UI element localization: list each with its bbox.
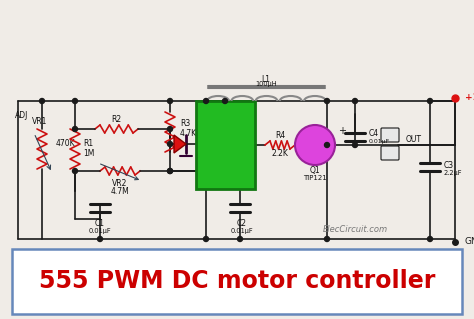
Text: 2.2K: 2.2K <box>272 149 289 158</box>
Text: Q1: Q1 <box>310 167 320 175</box>
Text: 6: 6 <box>202 167 207 175</box>
Text: 4: 4 <box>202 109 207 118</box>
Circle shape <box>167 127 173 131</box>
Text: VR2: VR2 <box>112 179 128 188</box>
Text: 4.7K: 4.7K <box>180 130 197 138</box>
Circle shape <box>325 143 329 147</box>
Circle shape <box>428 99 432 103</box>
FancyBboxPatch shape <box>12 249 462 314</box>
Text: 1: 1 <box>202 172 207 181</box>
Text: OUT: OUT <box>406 136 422 145</box>
Text: D1: D1 <box>197 139 208 149</box>
Text: 0.01μF: 0.01μF <box>231 228 253 234</box>
FancyBboxPatch shape <box>196 101 255 189</box>
Text: 5: 5 <box>246 172 251 181</box>
Text: 0.01μF: 0.01μF <box>89 228 111 234</box>
Text: ElecCircuit.com: ElecCircuit.com <box>322 225 388 234</box>
Text: 1M: 1M <box>83 149 94 158</box>
Text: 470K: 470K <box>56 138 76 147</box>
Text: C4: C4 <box>369 129 379 137</box>
Text: 8: 8 <box>246 109 251 118</box>
Text: 100μH: 100μH <box>255 81 277 87</box>
Text: VR1: VR1 <box>32 116 48 125</box>
Circle shape <box>39 99 45 103</box>
Text: +12V: +12V <box>465 93 474 102</box>
Text: R3: R3 <box>180 120 190 129</box>
Circle shape <box>237 236 243 241</box>
Text: +: + <box>338 126 346 136</box>
Text: IC1: IC1 <box>212 126 237 140</box>
Circle shape <box>353 99 357 103</box>
Text: ADJ: ADJ <box>15 112 28 121</box>
Text: R2: R2 <box>111 115 121 123</box>
Text: L1: L1 <box>262 75 271 84</box>
Text: R1: R1 <box>83 138 93 147</box>
Polygon shape <box>174 135 186 153</box>
FancyBboxPatch shape <box>381 128 399 142</box>
Text: 555: 555 <box>210 143 240 157</box>
Circle shape <box>325 236 329 241</box>
Circle shape <box>167 142 173 146</box>
Circle shape <box>428 236 432 241</box>
Circle shape <box>222 99 228 103</box>
Text: 0.01μF: 0.01μF <box>369 138 390 144</box>
Text: R4: R4 <box>275 130 285 139</box>
Text: 3: 3 <box>246 140 251 150</box>
Text: 555 PWM DC motor controller: 555 PWM DC motor controller <box>39 270 435 293</box>
Text: C1: C1 <box>95 219 105 228</box>
Circle shape <box>203 99 209 103</box>
Circle shape <box>167 99 173 103</box>
Text: C3: C3 <box>444 160 454 169</box>
Circle shape <box>98 236 102 241</box>
Circle shape <box>203 236 209 241</box>
Circle shape <box>167 168 173 174</box>
Circle shape <box>167 168 173 174</box>
Text: C2: C2 <box>237 219 247 228</box>
Text: 7: 7 <box>202 139 207 149</box>
Text: 4.7M: 4.7M <box>110 187 129 196</box>
Circle shape <box>295 125 335 165</box>
Circle shape <box>73 168 78 174</box>
Text: 2.2μF: 2.2μF <box>444 170 463 176</box>
Circle shape <box>325 99 329 103</box>
FancyBboxPatch shape <box>5 6 467 244</box>
Circle shape <box>353 143 357 147</box>
Circle shape <box>73 99 78 103</box>
Text: TIP121: TIP121 <box>303 175 327 181</box>
Text: GND: GND <box>465 238 474 247</box>
Text: 2: 2 <box>202 167 207 175</box>
Circle shape <box>73 127 78 131</box>
FancyBboxPatch shape <box>381 146 399 160</box>
